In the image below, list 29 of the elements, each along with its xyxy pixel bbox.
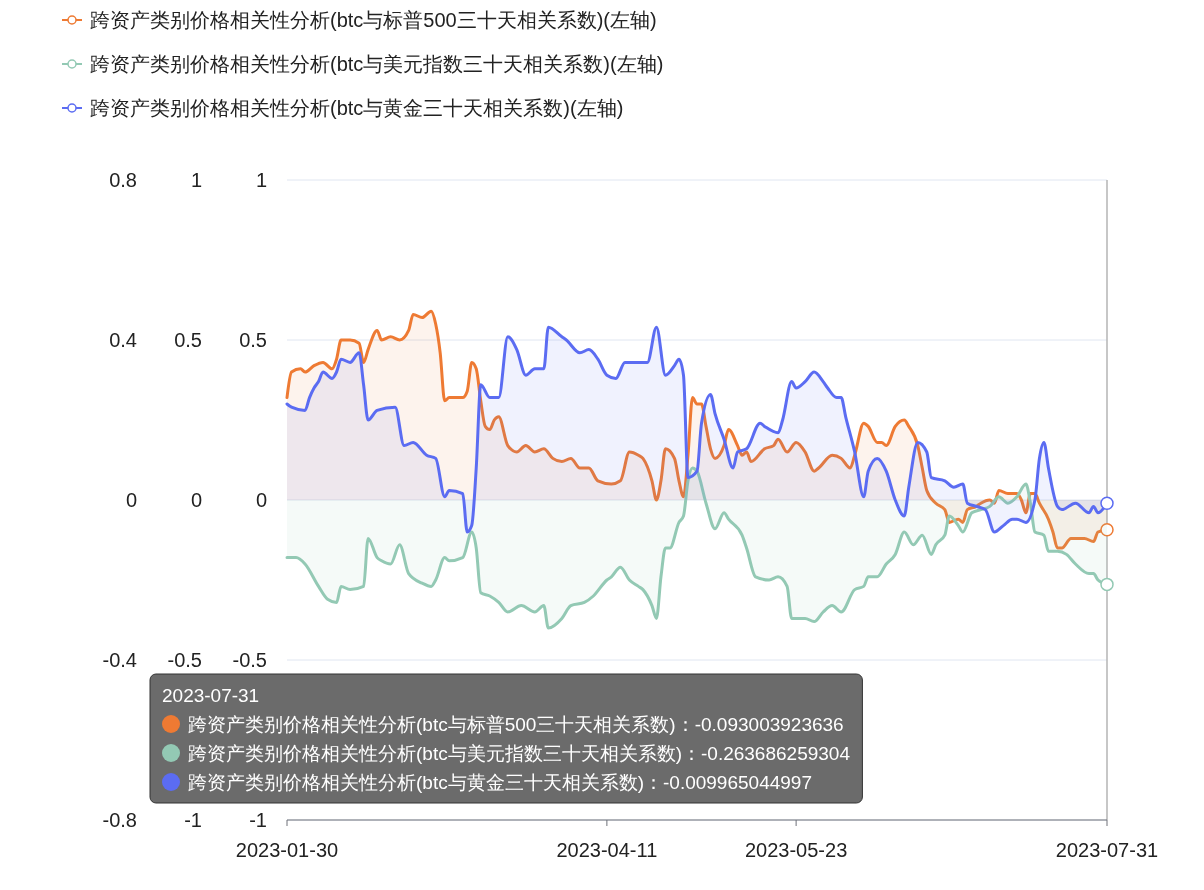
- y-tick-label: 0: [190, 489, 202, 511]
- text: 2023-07-31: [162, 684, 260, 706]
- point: [1100, 577, 1114, 592]
- y3-tick-label: 0: [125, 489, 137, 511]
- point: [1100, 496, 1114, 510]
- y2-tick-label: -1: [249, 809, 267, 831]
- y3-tick-label: -0.8: [102, 809, 137, 831]
- annotation: 跨资产类别价格相关性分析(btc与黄金三十天相关系数)：-0.009965044997: [188, 771, 812, 793]
- y2-tick-label: 1: [255, 169, 267, 191]
- y-tick-label: -0.5: [167, 649, 202, 671]
- x-tick-label: 2023-01-30: [235, 839, 339, 861]
- y2-tick-label: 0.5: [239, 329, 267, 351]
- legend-label: 跨资产类别价格相关性分析(btc与黄金三十天相关系数)(左轴): [90, 97, 624, 119]
- x-tick-label: 2023-05-23: [744, 839, 848, 861]
- x-tick-label: 2023-07-31: [1055, 839, 1159, 861]
- point: [1100, 523, 1114, 537]
- y-tick-label: -1: [184, 809, 202, 831]
- y-tick-label: 1: [190, 169, 202, 191]
- y-tick-label: 0.5: [174, 329, 202, 351]
- y2-tick-label: 0: [255, 489, 267, 511]
- annotation: 跨资产类别价格相关性分析(btc与标普500三十天相关系数)：-0.093003923636: [188, 713, 844, 735]
- annotation: 跨资产类别价格相关性分析(btc与美元指数三十天相关系数)：-0.263686259304: [188, 742, 851, 764]
- y3-tick-label: 0.4: [109, 329, 137, 351]
- y3-tick-label: 0.8: [109, 169, 137, 191]
- y3-tick-label: -0.4: [102, 649, 137, 671]
- x-tick-label: 2023-04-11: [556, 839, 658, 861]
- y2-tick-label: -0.5: [232, 649, 267, 671]
- legend-label: 跨资产类别价格相关性分析(btc与标普500三十天相关系数)(左轴): [90, 9, 657, 31]
- legend-label: 跨资产类别价格相关性分析(btc与美元指数三十天相关系数)(左轴): [90, 53, 664, 75]
